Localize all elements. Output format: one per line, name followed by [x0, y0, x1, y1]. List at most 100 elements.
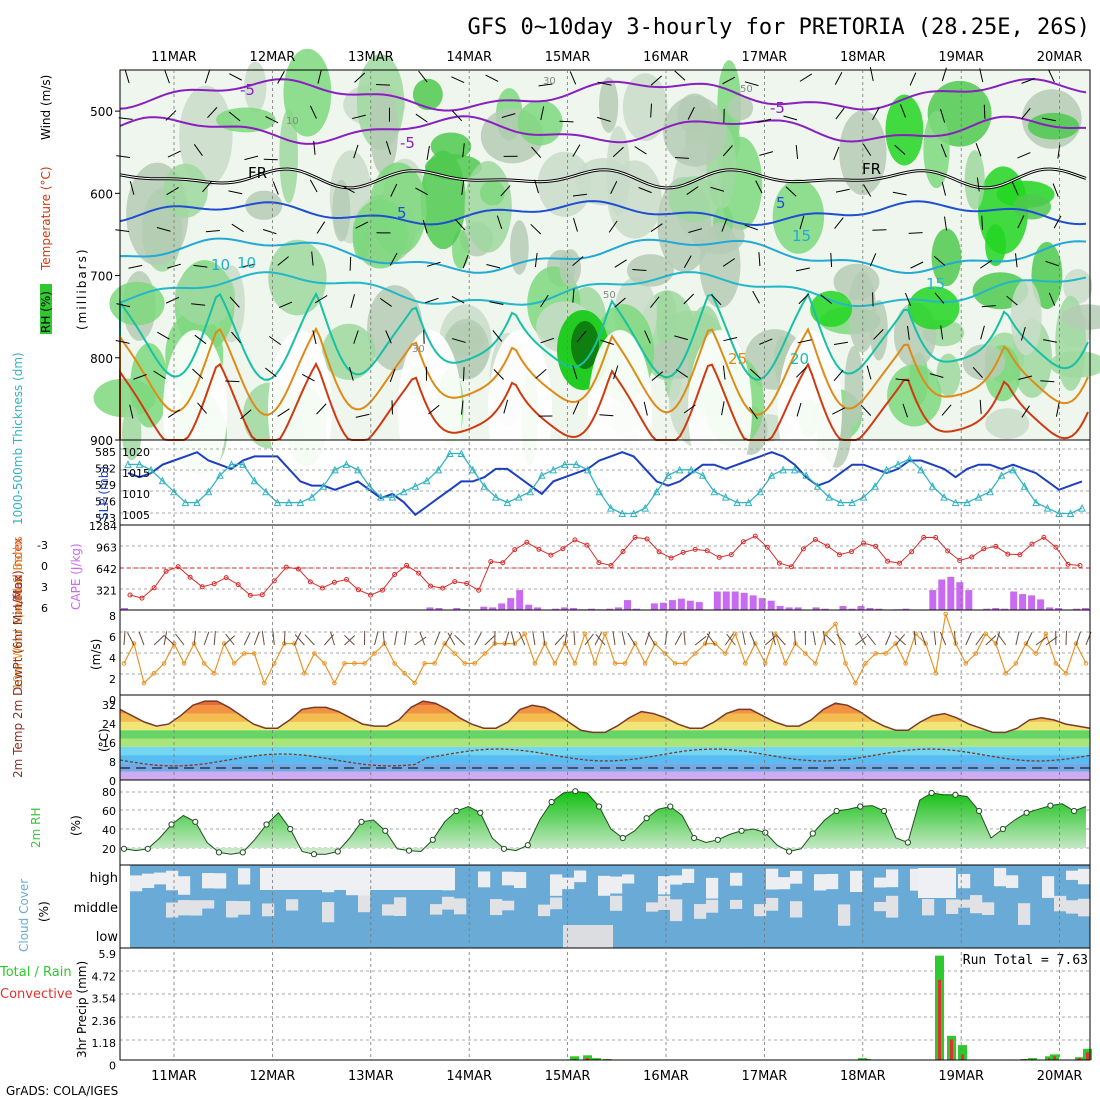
cloud-high-block [202, 873, 215, 889]
cape-bar [1055, 608, 1063, 610]
wind-barb [428, 404, 440, 415]
wind-barb [116, 303, 131, 308]
thickness-marker [1009, 465, 1017, 474]
cape-bar [1073, 608, 1080, 610]
wind-barb [1021, 405, 1030, 418]
wind-speed-marker [973, 651, 979, 656]
thickness-marker [262, 487, 270, 496]
wind-barb [354, 72, 366, 83]
wind-speed-marker [231, 661, 237, 666]
wind-barb [686, 186, 699, 195]
cloud-high-block [850, 870, 863, 892]
wind-barb [559, 120, 574, 123]
wind-barb-10m [683, 631, 686, 646]
wind-speed-marker [151, 671, 157, 676]
rh2m-marker [881, 807, 888, 815]
wind-barb [263, 158, 278, 161]
wind-barb [895, 378, 910, 382]
cape-bar [624, 600, 631, 610]
rh-shading [663, 95, 727, 167]
wind-barb [979, 399, 982, 414]
wind-barb [156, 227, 171, 232]
precip-total-bar [1028, 1058, 1037, 1060]
wind-barb [241, 263, 256, 268]
wind-barb [597, 116, 611, 122]
wind-barb [972, 366, 983, 378]
cape-bar [480, 606, 488, 610]
wind-barb [244, 155, 259, 161]
wind-barb [1006, 295, 1018, 306]
cape-bar [902, 608, 910, 610]
wind-barb [493, 369, 504, 380]
thickness-marker [1032, 498, 1040, 507]
wind-barb [1015, 253, 1018, 268]
wind-barb [133, 374, 147, 380]
thickness-marker [388, 493, 397, 501]
wind-speed-marker [843, 661, 848, 666]
wind-speed-marker [773, 631, 778, 637]
wind-barb [197, 402, 207, 414]
wind-barb-10m [123, 630, 126, 646]
rh2m-marker [168, 821, 175, 828]
ylabel-temperature: Temperature (°C) [39, 166, 53, 271]
wind-barb-10m [627, 632, 636, 646]
lifted-index-marker [524, 539, 530, 545]
wind-speed-marker [743, 661, 748, 666]
cape-bar [561, 607, 569, 610]
cloud-middle-block [1018, 903, 1031, 925]
wind-barb [835, 107, 845, 120]
wind-barb [390, 183, 398, 197]
rh-tick-label: 20 [102, 843, 116, 856]
wind-barb-10m [163, 634, 175, 646]
thickness-marker [595, 487, 604, 496]
rh-tick-label: 80 [102, 786, 116, 799]
ylabel-wind10-units: (m/s) [89, 639, 103, 670]
cloud-middle-block [766, 897, 779, 911]
temp-line [119, 700, 1091, 734]
wind-barb [600, 339, 614, 345]
wind-barb-10m [894, 635, 906, 646]
wind-barb [165, 296, 180, 304]
cape-bar [785, 607, 793, 610]
wind-barb [632, 269, 647, 272]
y-tick-label: 600 [90, 187, 113, 201]
wind-barb-10m [153, 635, 165, 646]
rh-shading [175, 265, 236, 326]
thickness-marker [250, 476, 259, 485]
wind-barb-10m [1025, 632, 1033, 646]
rh2m-marker [144, 845, 151, 852]
cloud-middle-block [970, 895, 983, 914]
wind-barb [115, 229, 130, 232]
lifted-index-marker [356, 587, 361, 593]
cloud-high-block [814, 874, 827, 891]
wind-barb [350, 294, 355, 308]
wind-barb [167, 263, 181, 269]
wind-barb [422, 219, 428, 234]
rh2m-marker [429, 836, 436, 843]
wind-barb [941, 404, 952, 416]
wind-barb [309, 179, 318, 193]
lifted-index-marker [151, 585, 157, 591]
wind-barb-10m [484, 635, 496, 646]
wind-barb [940, 108, 946, 123]
rh-shading [985, 408, 1030, 439]
slp-tick-label: 1015 [122, 467, 150, 480]
cloud-middle-block [442, 896, 455, 910]
wind-barb [500, 185, 511, 197]
wind-barb-10m [330, 631, 335, 646]
rh2m-marker [548, 798, 555, 806]
ylabel-temp2m: 2m Temp 2m DewPt (6hr Min/Max) [11, 570, 25, 778]
wind-barb-10m [664, 631, 668, 646]
wind-speed-marker [723, 651, 728, 656]
wind-barb [349, 366, 354, 381]
date-label-top: 17MAR [742, 50, 788, 65]
ylabel-temp2m-units: (°C) [97, 728, 111, 752]
wind-speed-marker [783, 661, 788, 666]
wind-barb [426, 261, 441, 267]
cape-bar [722, 591, 730, 610]
contour-label: 15 [792, 227, 811, 245]
rh-shading [559, 249, 581, 287]
wind-speed-marker [402, 671, 407, 676]
precip-convective-bar [938, 979, 941, 1060]
wind-speed-marker [1033, 651, 1039, 656]
